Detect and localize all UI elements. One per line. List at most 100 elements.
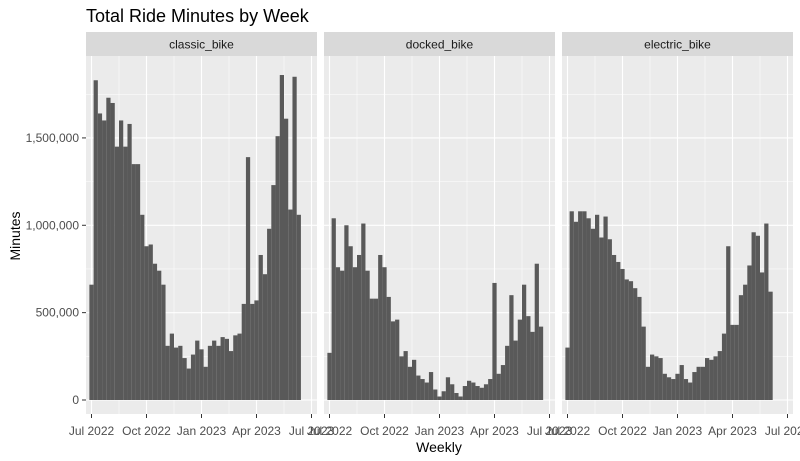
bar bbox=[450, 384, 455, 400]
bar bbox=[717, 351, 722, 400]
bar bbox=[509, 295, 514, 400]
bar bbox=[102, 120, 107, 400]
bar bbox=[119, 120, 124, 400]
bar bbox=[768, 291, 773, 400]
y-axis: 0 500,000 1,000,000 1,500,000 bbox=[26, 131, 86, 407]
x-tick-label: Jul 2022 bbox=[307, 424, 353, 438]
bar bbox=[407, 366, 412, 400]
bar bbox=[344, 225, 349, 400]
bar bbox=[262, 274, 268, 400]
bar bbox=[721, 333, 727, 400]
bar bbox=[462, 386, 467, 400]
bar bbox=[224, 338, 229, 400]
bar bbox=[538, 326, 544, 400]
bar bbox=[250, 303, 255, 400]
bar bbox=[190, 354, 196, 400]
bar bbox=[569, 211, 574, 400]
bar bbox=[412, 359, 417, 400]
bar bbox=[288, 209, 293, 400]
bar bbox=[93, 80, 98, 400]
bar bbox=[573, 221, 579, 400]
x-tick-label: Jan 2023 bbox=[415, 424, 465, 438]
bar bbox=[114, 146, 119, 400]
bar bbox=[658, 358, 663, 400]
bar bbox=[340, 270, 345, 400]
bar bbox=[445, 377, 451, 400]
x-tick-label: Jul 2023 bbox=[765, 424, 800, 438]
bar bbox=[479, 387, 484, 400]
bar bbox=[500, 365, 506, 400]
bar bbox=[705, 358, 710, 400]
bar bbox=[607, 239, 612, 400]
x-tick-label: Jan 2023 bbox=[177, 424, 227, 438]
bar bbox=[441, 391, 446, 400]
bar bbox=[382, 267, 387, 400]
bar bbox=[399, 356, 404, 400]
bar bbox=[106, 97, 111, 400]
bar bbox=[645, 366, 650, 400]
x-tick-label: Oct 2022 bbox=[360, 424, 409, 438]
bar bbox=[110, 102, 115, 400]
bar bbox=[161, 284, 166, 400]
bar bbox=[275, 136, 280, 401]
bar bbox=[237, 333, 242, 400]
bar bbox=[148, 244, 153, 400]
bar bbox=[169, 333, 174, 400]
bar bbox=[123, 146, 128, 400]
x-tick-label: Jul 2023 bbox=[527, 424, 573, 438]
bar bbox=[517, 319, 522, 400]
bar bbox=[165, 345, 170, 400]
bar bbox=[738, 295, 744, 400]
facet-strip bbox=[562, 32, 793, 56]
facet-strip bbox=[86, 32, 317, 56]
bar bbox=[284, 118, 289, 401]
bar bbox=[140, 214, 145, 400]
bar bbox=[696, 366, 701, 400]
bar bbox=[743, 284, 748, 400]
bar bbox=[637, 296, 642, 400]
bar bbox=[212, 340, 217, 400]
bar bbox=[654, 356, 659, 400]
bar bbox=[357, 254, 362, 400]
bar bbox=[195, 340, 200, 400]
bar bbox=[624, 279, 629, 400]
bar bbox=[488, 379, 493, 400]
bar bbox=[174, 347, 179, 400]
bar bbox=[692, 372, 697, 400]
bar bbox=[157, 270, 162, 400]
bar bbox=[433, 389, 438, 400]
bar bbox=[483, 384, 489, 400]
bar bbox=[709, 359, 714, 400]
bar bbox=[395, 319, 400, 400]
bar bbox=[127, 123, 132, 400]
bar bbox=[152, 263, 158, 400]
bar bbox=[458, 396, 463, 400]
x-tick-label: Jul 2023 bbox=[289, 424, 335, 438]
bar bbox=[616, 261, 621, 400]
bar bbox=[327, 352, 332, 400]
bar bbox=[203, 366, 208, 400]
bar bbox=[199, 349, 204, 400]
bar bbox=[590, 228, 595, 400]
bar bbox=[641, 326, 646, 400]
bar bbox=[241, 303, 246, 400]
bar bbox=[89, 284, 94, 400]
bar bbox=[416, 375, 421, 400]
bar bbox=[233, 335, 238, 400]
bar bbox=[526, 316, 531, 400]
bar bbox=[496, 373, 501, 400]
x-tick-label: Apr 2023 bbox=[470, 424, 519, 438]
bar bbox=[734, 324, 739, 400]
bar bbox=[620, 268, 625, 400]
bar bbox=[679, 365, 684, 400]
bar bbox=[760, 272, 765, 400]
bar bbox=[530, 331, 535, 400]
bar bbox=[688, 382, 693, 400]
x-tick-label: Oct 2022 bbox=[598, 424, 647, 438]
bar bbox=[671, 379, 676, 400]
x-tick-label: Oct 2022 bbox=[122, 424, 171, 438]
bar bbox=[662, 373, 667, 400]
bar bbox=[428, 372, 434, 400]
bar bbox=[683, 379, 689, 400]
y-tick-label: 1,000,000 bbox=[26, 218, 80, 232]
